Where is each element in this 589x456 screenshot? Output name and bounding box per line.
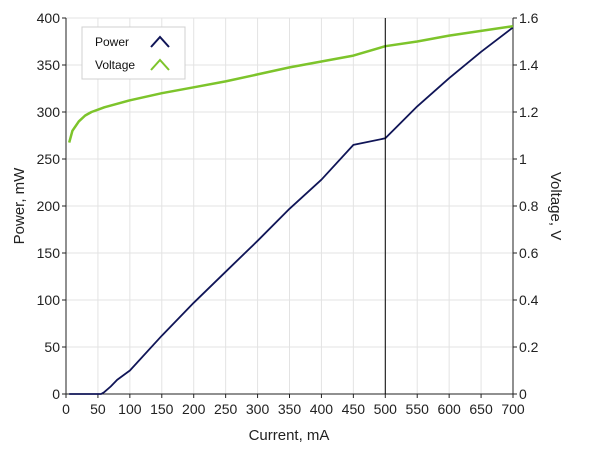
y-right-tick-label: 1	[519, 151, 527, 167]
x-tick-label: 350	[278, 401, 302, 417]
x-tick-label: 550	[406, 401, 430, 417]
y-right-tick-label: 0.8	[519, 198, 539, 214]
x-tick-label: 250	[214, 401, 238, 417]
x-tick-label: 500	[374, 401, 398, 417]
y-left-tick-label: 150	[37, 245, 61, 261]
x-tick-label: 50	[90, 401, 106, 417]
y-right-tick-label: 1.6	[519, 10, 539, 26]
y-right-tick-label: 0	[519, 386, 527, 402]
x-tick-label: 0	[62, 401, 70, 417]
y-left-tick-label: 50	[44, 339, 60, 355]
legend-label-power: Power	[95, 35, 129, 49]
y-left-tick-label: 0	[52, 386, 60, 402]
x-tick-label: 450	[342, 401, 366, 417]
y-left-tick-label: 100	[37, 292, 61, 308]
y-right-tick-label: 1.2	[519, 104, 539, 120]
y-left-tick-label: 300	[37, 104, 61, 120]
legend-box	[81, 26, 186, 80]
y-axis-left-title: Power, mW	[11, 167, 28, 245]
tick-labels: 0 50 100 150 200 250 300 350 400 450 500 550 600 650 7…	[37, 10, 539, 417]
legend: Power Voltage	[81, 26, 186, 80]
y-right-tick-label: 0.6	[519, 245, 539, 261]
axes	[62, 17, 517, 398]
x-tick-label: 150	[150, 401, 174, 417]
y-right-tick-label: 0.2	[519, 339, 539, 355]
y-left-tick-label: 350	[37, 57, 61, 73]
x-tick-label: 300	[246, 401, 270, 417]
x-tick-label: 200	[182, 401, 206, 417]
legend-swatch-voltage	[150, 58, 170, 71]
legend-swatch-power	[150, 35, 170, 48]
y-left-tick-label: 200	[37, 198, 61, 214]
x-tick-label: 600	[437, 401, 461, 417]
y-right-tick-label: 0.4	[519, 292, 539, 308]
y-left-tick-label: 400	[37, 10, 61, 26]
legend-label-voltage: Voltage	[95, 58, 135, 72]
series-layer	[67, 24, 514, 395]
y-right-tick-label: 1.4	[519, 57, 539, 73]
y-axis-right-title: Voltage, V	[547, 172, 564, 240]
x-tick-label: 400	[310, 401, 334, 417]
y-left-tick-label: 250	[37, 151, 61, 167]
x-tick-label: 650	[469, 401, 493, 417]
x-axis-title: Current, mA	[249, 427, 330, 444]
series-line-voltage	[67, 24, 514, 143]
x-tick-label: 700	[501, 401, 525, 417]
x-tick-label: 100	[118, 401, 142, 417]
series-line-power	[69, 26, 514, 395]
